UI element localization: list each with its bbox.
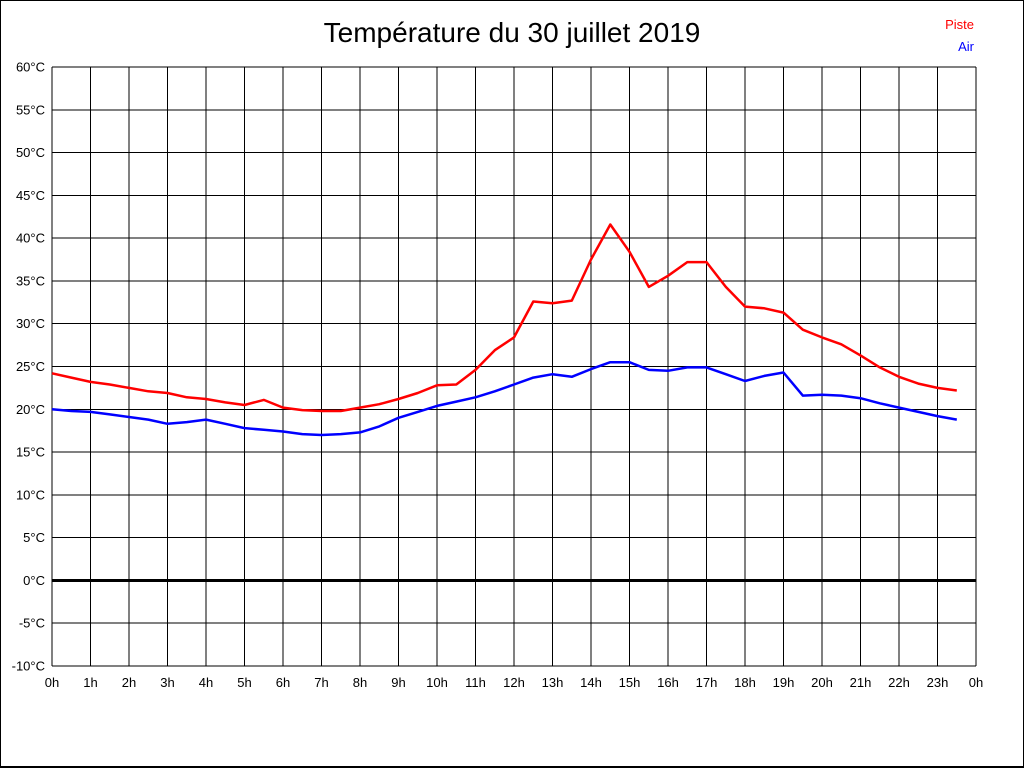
x-axis-tick-label: 2h — [122, 675, 136, 690]
y-axis-tick-label: -5°C — [19, 616, 45, 631]
y-axis-tick-label: 60°C — [16, 60, 45, 75]
x-axis-tick-label: 8h — [353, 675, 367, 690]
legend-item-piste: Piste — [945, 17, 974, 32]
x-axis-tick-label: 10h — [426, 675, 448, 690]
y-axis-tick-label: 0°C — [23, 573, 45, 588]
x-axis-tick-label: 15h — [619, 675, 641, 690]
x-axis-tick-label: 1h — [83, 675, 97, 690]
legend-item-air: Air — [958, 39, 974, 54]
y-axis-tick-label: 25°C — [16, 359, 45, 374]
y-axis-tick-label: 5°C — [23, 530, 45, 545]
x-axis-tick-label: 4h — [199, 675, 213, 690]
x-axis-tick-label: 3h — [160, 675, 174, 690]
x-axis-tick-label: 9h — [391, 675, 405, 690]
x-axis-tick-label: 0h — [969, 675, 983, 690]
x-axis-tick-label: 12h — [503, 675, 525, 690]
x-axis-tick-label: 13h — [542, 675, 564, 690]
y-axis-tick-label: 20°C — [16, 402, 45, 417]
x-axis-tick-label: 20h — [811, 675, 833, 690]
x-axis-tick-label: 17h — [696, 675, 718, 690]
y-axis-tick-label: 35°C — [16, 273, 45, 288]
y-axis-tick-label: 55°C — [16, 102, 45, 117]
y-axis-tick-label: 30°C — [16, 316, 45, 331]
x-axis-tick-label: 11h — [465, 675, 486, 690]
y-axis-tick-label: 45°C — [16, 188, 45, 203]
series-line-air — [51, 360, 958, 437]
x-axis-tick-label: 5h — [237, 675, 251, 690]
series-line-piste — [51, 223, 957, 413]
x-axis-tick-label: 18h — [734, 675, 756, 690]
x-axis-tick-label: 16h — [657, 675, 679, 690]
x-axis-tick-label: 6h — [276, 675, 290, 690]
y-axis-tick-label: -10°C — [12, 659, 45, 674]
x-axis-tick-label: 21h — [850, 675, 872, 690]
y-axis-tick-label: 15°C — [16, 445, 45, 460]
y-axis-tick-label: 40°C — [16, 231, 45, 246]
x-axis-tick-label: 23h — [927, 675, 949, 690]
y-axis-tick-label: 10°C — [16, 487, 45, 502]
x-axis-tick-label: 14h — [580, 675, 602, 690]
chart-title: Température du 30 juillet 2019 — [323, 17, 701, 48]
x-axis-tick-label: 0h — [45, 675, 59, 690]
x-axis-tick-label: 19h — [773, 675, 795, 690]
x-axis-tick-label: 22h — [888, 675, 910, 690]
x-axis-tick-label: 7h — [314, 675, 328, 690]
y-axis-tick-label: 50°C — [16, 145, 45, 160]
chart-legend: Piste Air — [945, 14, 974, 58]
